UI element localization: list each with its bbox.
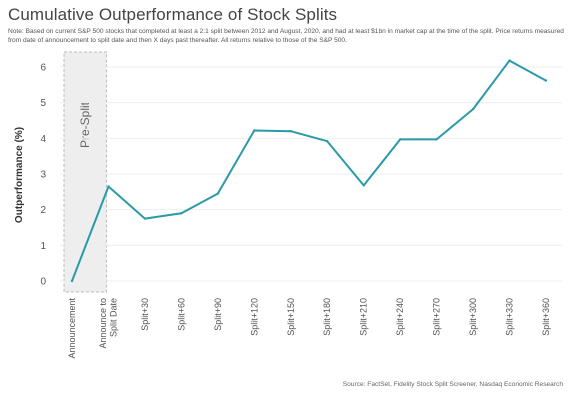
data-point (143, 217, 147, 220)
x-tick-label: Split+120 (249, 298, 259, 336)
data-point (435, 138, 438, 141)
data-point (180, 212, 183, 215)
x-tick-label: Split+240 (395, 298, 405, 336)
x-tick-label: Split+210 (359, 298, 369, 336)
data-point (107, 185, 110, 188)
data-point (544, 79, 548, 82)
x-tick-label: Announcement (67, 298, 77, 359)
data-point (216, 192, 220, 195)
data-point (253, 129, 256, 132)
x-tick-label: Split+330 (505, 298, 515, 336)
y-axis-ticks: 0 1 2 3 4 5 6 (40, 63, 46, 288)
chart-title: Cumulative Outperformance of Stock Split… (8, 5, 338, 24)
series-line (71, 59, 547, 282)
y-tick-label: 6 (40, 63, 46, 74)
pre-split-label: Pre-Split (78, 101, 92, 148)
data-point (508, 59, 511, 62)
y-tick-label: 0 (40, 277, 46, 288)
x-tick-label: Split+270 (432, 298, 442, 336)
gridlines (60, 66, 562, 282)
data-point (398, 138, 402, 141)
x-tick-label: Split+360 (541, 298, 551, 336)
x-axis-ticks: Announcement Announce toSplit Date Split+3… (67, 298, 551, 359)
x-tick-label: Split+300 (468, 298, 478, 336)
pre-split-shaded-region (63, 51, 107, 293)
x-tick-label: Split+90 (213, 298, 223, 331)
chart-source: Source: FactSet, Fidelity Stock Split Sc… (342, 381, 563, 388)
x-tick-label: Announce toSplit Date (98, 298, 119, 349)
data-point (362, 184, 365, 187)
x-tick-label: Split+180 (322, 298, 332, 336)
x-tick-label: Split+60 (176, 298, 186, 331)
y-tick-label: 2 (40, 205, 46, 216)
y-tick-label: 3 (40, 170, 46, 181)
y-tick-label: 1 (40, 241, 46, 252)
y-tick-label: 5 (40, 98, 46, 109)
x-tick-label: Split+30 (140, 298, 150, 331)
data-points (70, 59, 548, 283)
x-tick-label: Split+150 (286, 298, 296, 336)
data-point (471, 107, 475, 111)
data-point (326, 139, 329, 143)
y-tick-label: 4 (40, 134, 46, 145)
data-point (289, 130, 292, 133)
data-point (70, 279, 74, 283)
y-axis-label: Outperformance (%) (14, 127, 25, 223)
chart-note: Note: Based on current S&P 500 stocks th… (8, 28, 564, 44)
